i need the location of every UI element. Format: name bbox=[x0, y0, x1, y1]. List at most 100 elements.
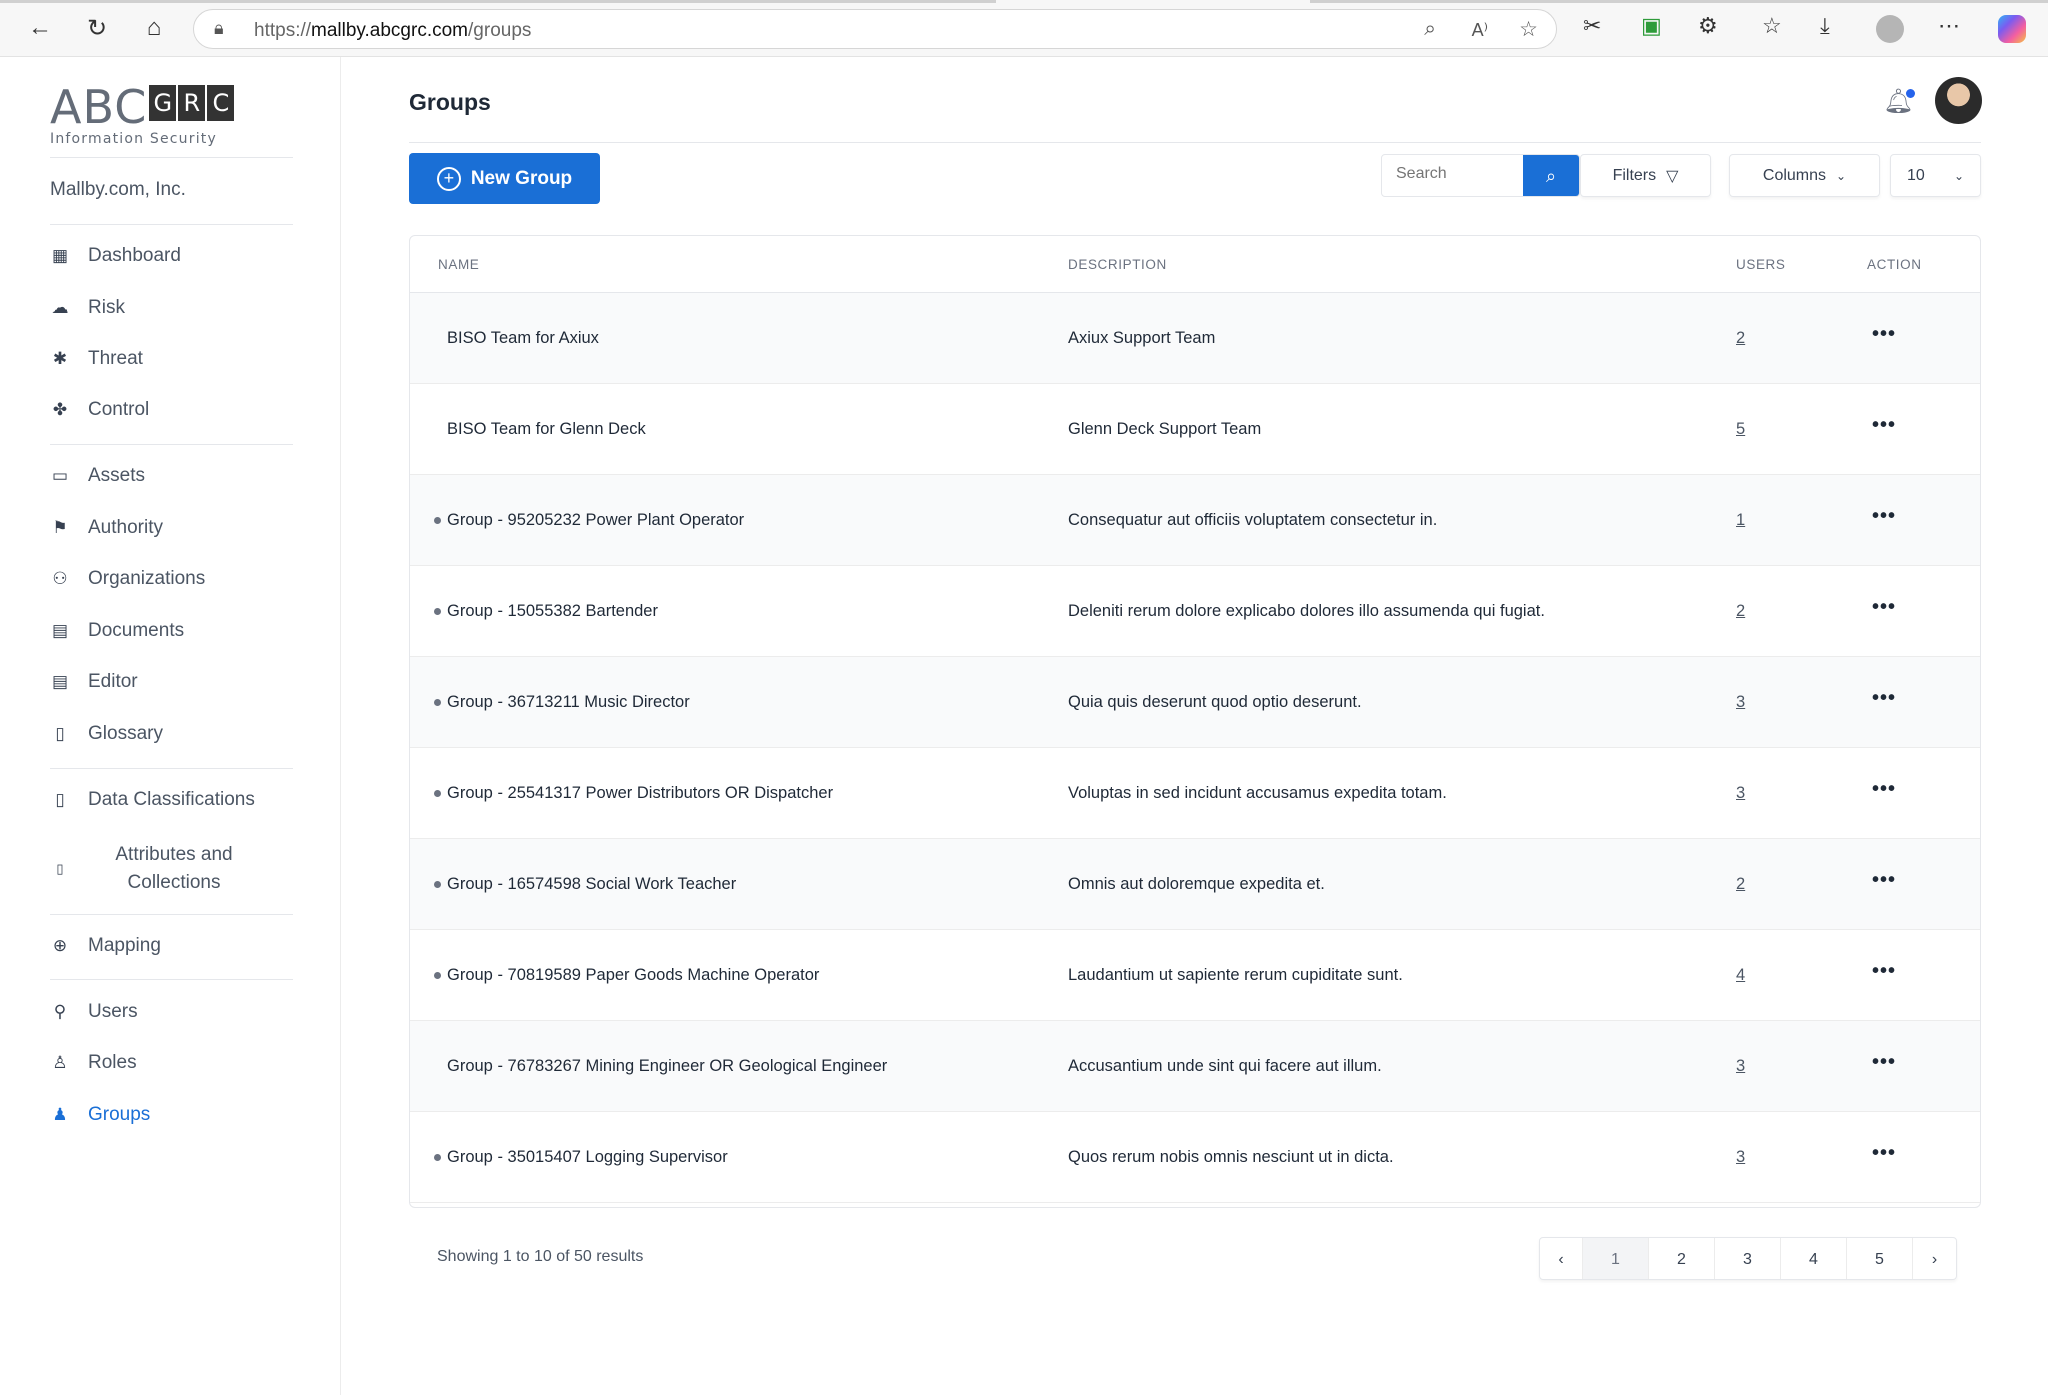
users-count-link[interactable]: 3 bbox=[1736, 693, 1746, 711]
table-row[interactable]: Group - 70819589 Paper Goods Machine Ope… bbox=[410, 930, 1980, 1021]
sidebar-item-editor[interactable]: ▤ Editor bbox=[50, 671, 138, 693]
group-name[interactable]: Group - 95205232 Power Plant Operator bbox=[447, 511, 745, 529]
group-name[interactable]: Group - 36713211 Music Director bbox=[447, 693, 690, 711]
table-row[interactable]: Group - 95205232 Power Plant Operator Con… bbox=[410, 475, 1980, 566]
address-bar[interactable]: 🔒︎ https://mallby.abcgrc.com/groups ⌕ A⁾… bbox=[193, 9, 1557, 49]
search-box: ⌕ bbox=[1381, 154, 1580, 197]
group-name[interactable]: BISO Team for Glenn Deck bbox=[447, 420, 646, 438]
chevron-down-icon: ⌄ bbox=[1953, 168, 1964, 183]
sidebar-item-documents[interactable]: ▤ Documents bbox=[50, 620, 184, 642]
users-count-link[interactable]: 2 bbox=[1736, 602, 1746, 620]
users-count-link[interactable]: 5 bbox=[1736, 420, 1746, 438]
users-count-link[interactable]: 4 bbox=[1736, 966, 1746, 984]
filters-button[interactable]: Filters ▽ bbox=[1580, 154, 1711, 197]
group-name[interactable]: Group - 15055382 Bartender bbox=[447, 602, 658, 620]
reload-icon[interactable]: ↻ bbox=[86, 15, 108, 42]
group-name[interactable]: Group - 16574598 Social Work Teacher bbox=[447, 875, 737, 893]
users-count-link[interactable]: 3 bbox=[1736, 1057, 1746, 1075]
next-page-button[interactable]: › bbox=[1931, 1251, 1938, 1268]
group-name[interactable]: Group - 76783267 Mining Engineer OR Geol… bbox=[447, 1057, 888, 1075]
page-5-button[interactable]: 5 bbox=[1847, 1238, 1913, 1279]
group-name[interactable]: BISO Team for Axiux bbox=[447, 329, 599, 347]
sidebar-item-organizations[interactable]: ⚇ Organizations bbox=[50, 568, 205, 590]
extension-icon[interactable]: ✂ bbox=[1583, 13, 1602, 38]
columns-dropdown[interactable]: Columns ⌄ bbox=[1729, 154, 1880, 197]
table-row[interactable]: Group - 76783267 Mining Engineer OR Geol… bbox=[410, 1021, 1980, 1112]
status-dot bbox=[434, 699, 441, 706]
more-actions-icon[interactable]: ••• bbox=[1872, 505, 1897, 527]
profile-icon[interactable] bbox=[1876, 15, 1904, 43]
sidebar-item-users[interactable]: ⚲ Users bbox=[50, 1001, 138, 1023]
table-row[interactable]: Group - 35015407 Logging Supervisor Quos … bbox=[410, 1112, 1980, 1203]
lock-icon[interactable]: 🔒︎ bbox=[214, 18, 224, 38]
sidebar-item-groups[interactable]: ♟ Groups bbox=[50, 1104, 150, 1126]
back-icon[interactable]: ← bbox=[28, 14, 52, 41]
prev-page-button[interactable]: ‹ bbox=[1540, 1238, 1583, 1279]
sidebar-item-authority[interactable]: ⚑ Authority bbox=[50, 517, 163, 539]
table-row[interactable]: Group - 25541317 Power Distributors OR D… bbox=[410, 748, 1980, 839]
plus-circle-icon: + bbox=[436, 166, 461, 191]
column-header-name[interactable]: NAME bbox=[438, 257, 480, 272]
page-4-button[interactable]: 4 bbox=[1781, 1238, 1847, 1279]
new-group-button[interactable]: + New Group bbox=[409, 153, 600, 204]
more-actions-icon[interactable]: ••• bbox=[1872, 778, 1897, 800]
page-1-button[interactable]: 1 bbox=[1583, 1238, 1649, 1279]
users-count-link[interactable]: 3 bbox=[1736, 784, 1746, 802]
search-button[interactable]: ⌕ bbox=[1523, 155, 1579, 196]
users-count-link[interactable]: 2 bbox=[1736, 329, 1746, 347]
logo[interactable]: ABC G R C Information Security bbox=[50, 84, 236, 147]
sidebar-item-risk[interactable]: ☁ Risk bbox=[50, 297, 125, 319]
sidebar-item-control[interactable]: ✤ Control bbox=[50, 399, 149, 421]
sidebar-item-attributes-collections[interactable]: ▯ Attributes and Collections bbox=[50, 841, 244, 897]
more-actions-icon[interactable]: ••• bbox=[1872, 869, 1897, 891]
more-icon[interactable]: ⋯ bbox=[1938, 13, 1960, 38]
sidebar-item-glossary[interactable]: ▯ Glossary bbox=[50, 723, 163, 745]
extension-green-icon[interactable]: ▣ bbox=[1641, 13, 1662, 38]
zoom-icon[interactable]: ⌕ bbox=[1424, 17, 1436, 40]
sidebar-item-threat[interactable]: ✱ Threat bbox=[50, 348, 143, 370]
sidebar-item-mapping[interactable]: ⊕ Mapping bbox=[50, 935, 161, 957]
column-header-description[interactable]: DESCRIPTION bbox=[1068, 257, 1167, 272]
sidebar-item-assets[interactable]: ▭ Assets bbox=[50, 465, 145, 487]
favorites-icon[interactable]: ☆ bbox=[1762, 13, 1782, 38]
more-actions-icon[interactable]: ••• bbox=[1872, 960, 1897, 982]
group-description: Quia quis deserunt quod optio deserunt. bbox=[1068, 693, 1362, 711]
more-actions-icon[interactable]: ••• bbox=[1872, 414, 1897, 436]
table-row[interactable]: Group - 36713211 Music Director Quia quis… bbox=[410, 657, 1980, 748]
document-icon: ▤ bbox=[51, 621, 69, 640]
more-actions-icon[interactable]: ••• bbox=[1872, 687, 1897, 709]
users-count-link[interactable]: 1 bbox=[1736, 511, 1746, 529]
users-count-link[interactable]: 3 bbox=[1736, 1148, 1746, 1166]
more-actions-icon[interactable]: ••• bbox=[1872, 1142, 1897, 1164]
sidebar-item-dashboard[interactable]: ▦ Dashboard bbox=[50, 245, 181, 267]
group-name[interactable]: Group - 25541317 Power Distributors OR D… bbox=[447, 784, 834, 802]
group-name[interactable]: Group - 35015407 Logging Supervisor bbox=[447, 1148, 728, 1166]
bug-icon: ✱ bbox=[52, 349, 68, 368]
page-size-select[interactable]: 10 ⌄ bbox=[1890, 154, 1981, 197]
search-input[interactable] bbox=[1396, 165, 1506, 183]
more-actions-icon[interactable]: ••• bbox=[1872, 1051, 1897, 1073]
read-aloud-icon[interactable]: A⁾ bbox=[1471, 20, 1488, 40]
favorite-star-icon[interactable]: ☆ bbox=[1519, 18, 1538, 41]
sidebar-item-roles[interactable]: ♙ Roles bbox=[50, 1052, 136, 1074]
column-header-users[interactable]: USERS bbox=[1736, 257, 1786, 272]
chevron-down-icon: ⌄ bbox=[1836, 168, 1847, 183]
more-actions-icon[interactable]: ••• bbox=[1872, 323, 1897, 345]
users-count-link[interactable]: 2 bbox=[1736, 875, 1746, 893]
sidebar-item-data-classifications[interactable]: ▯ Data Classifications bbox=[50, 789, 255, 811]
avatar[interactable] bbox=[1935, 77, 1982, 124]
more-actions-icon[interactable]: ••• bbox=[1872, 596, 1897, 618]
table-row[interactable]: BISO Team for Axiux Axiux Support Team 2 ••… bbox=[410, 293, 1980, 384]
table-row[interactable]: BISO Team for Glenn Deck Glenn Deck Suppo… bbox=[410, 384, 1980, 475]
download-icon[interactable]: ⤓ bbox=[1820, 13, 1830, 38]
group-name[interactable]: Group - 70819589 Paper Goods Machine Ope… bbox=[447, 966, 820, 984]
page-3-button[interactable]: 3 bbox=[1715, 1238, 1781, 1279]
table-row[interactable]: Group - 16574598 Social Work Teacher Omni… bbox=[410, 839, 1980, 930]
extensions-puzzle-icon[interactable]: ⚙ bbox=[1698, 13, 1718, 38]
table-row[interactable]: Group - 15055382 Bartender Deleniti rerum… bbox=[410, 566, 1980, 657]
home-icon[interactable]: ⌂ bbox=[146, 14, 162, 41]
notification-bell-icon[interactable]: 🔔︎ bbox=[1883, 88, 1916, 115]
page-2-button[interactable]: 2 bbox=[1649, 1238, 1715, 1279]
copilot-icon[interactable] bbox=[1998, 15, 2026, 43]
book-icon: ▯ bbox=[55, 724, 65, 743]
